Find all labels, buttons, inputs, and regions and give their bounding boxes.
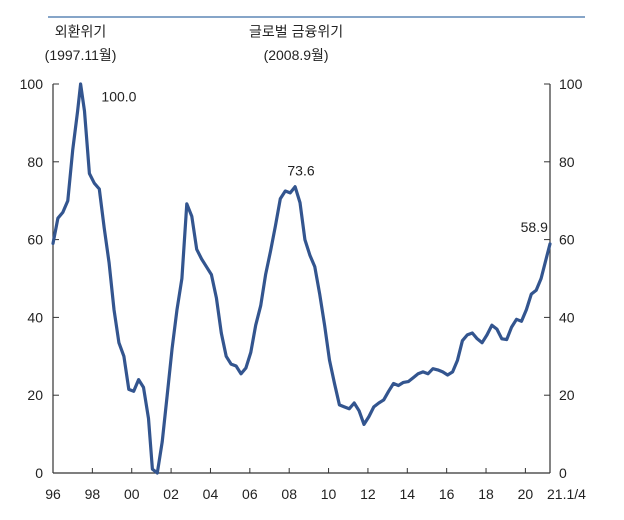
x-tick-label: 98	[85, 486, 101, 502]
ann-crisis-1997-date: (1997.11월)	[45, 47, 117, 63]
x-tick-label: 21.1/4	[547, 486, 586, 502]
ann-crisis-1997-name: 외환위기	[55, 24, 107, 40]
ann-crisis-2008-name: 글로벌 금융위기	[249, 24, 343, 40]
series-layer	[51, 82, 552, 475]
label-latest: 58.9	[521, 219, 548, 235]
y-tick-label-right: 0	[559, 465, 567, 481]
x-ticks: 96 98 00 02 04 06 08 10 12 14 16 18 20 21.1/4	[45, 468, 586, 502]
x-tick-label: 12	[360, 486, 376, 502]
axes	[52, 84, 551, 474]
x-tick-label: 08	[281, 486, 297, 502]
y-tick-label-left: 80	[27, 154, 43, 170]
x-tick-label: 02	[163, 486, 179, 502]
y-tick-label-left: 40	[27, 309, 43, 325]
y-tick-label-left: 100	[20, 76, 44, 92]
x-tick-label: 18	[478, 486, 494, 502]
y-tick-label-left: 20	[27, 387, 43, 403]
y-ticks-right: 0 20 40 60 80 100	[544, 76, 583, 481]
x-tick-label: 96	[45, 486, 61, 502]
x-tick-label: 10	[321, 486, 337, 502]
y-tick-label-right: 20	[559, 387, 575, 403]
x-tick-label: 00	[124, 486, 140, 502]
x-tick-label: 04	[203, 486, 219, 502]
series-line-index	[51, 82, 552, 475]
ann-crisis-2008-date: (2008.9월)	[264, 47, 329, 63]
y-tick-label-left: 0	[35, 465, 43, 481]
x-tick-label: 16	[439, 486, 455, 502]
y-tick-label-right: 60	[559, 232, 575, 248]
y-tick-label-right: 40	[559, 309, 575, 325]
label-peak-2008: 73.6	[287, 162, 314, 178]
y-tick-label-right: 100	[559, 76, 583, 92]
label-peak-1997: 100.0	[101, 89, 136, 105]
y-tick-label-left: 60	[27, 232, 43, 248]
y-tick-label-right: 80	[559, 154, 575, 170]
x-tick-label: 06	[242, 486, 258, 502]
y-ticks-left: 0 20 40 60 80 100	[20, 76, 59, 481]
x-tick-label: 20	[518, 486, 534, 502]
x-tick-label: 14	[400, 486, 416, 502]
annotations: 외환위기 (1997.11월) 글로벌 금융위기 (2008.9월) 100.0 73.6…	[45, 24, 548, 235]
